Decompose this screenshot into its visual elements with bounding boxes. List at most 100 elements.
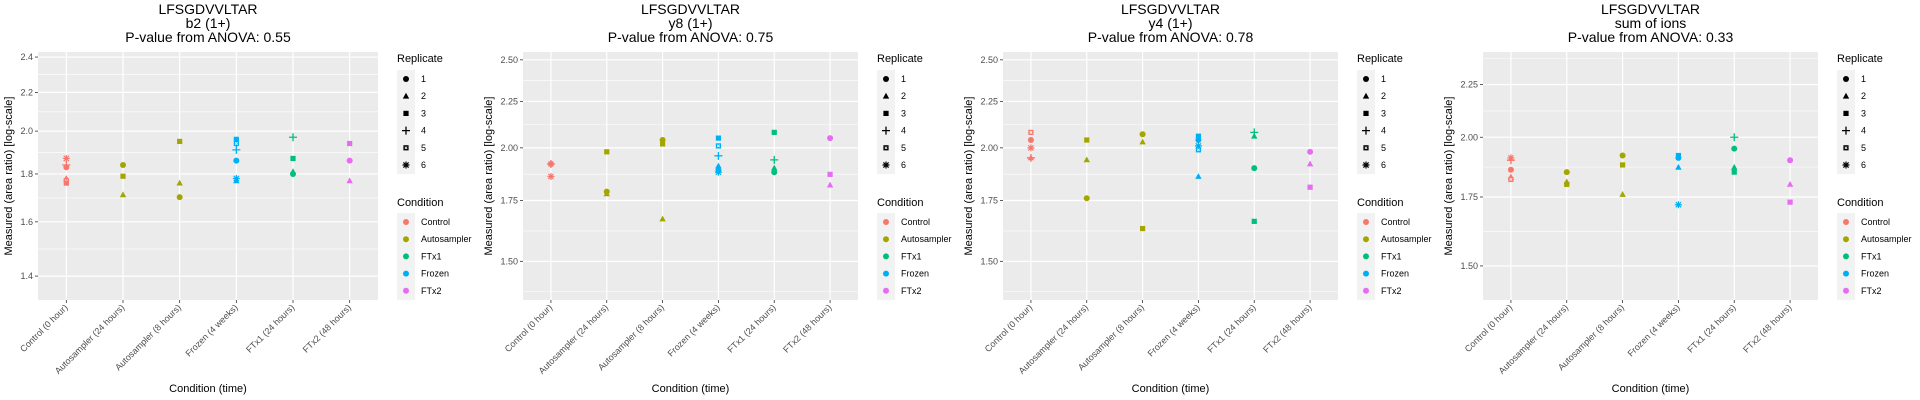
legend-condition-label: Autosampler (901, 234, 952, 244)
legend-replicate-key (402, 161, 410, 169)
legend-replicate-label: 3 (421, 108, 426, 118)
chart-title-line-1: LFSGDVVLTAR (1601, 1, 1700, 17)
data-point (1508, 176, 1514, 183)
legend-condition-label: Control (901, 217, 930, 227)
plot-background (523, 52, 858, 300)
legend-condition-key (1843, 236, 1849, 243)
legend-replicate-key (1363, 110, 1369, 116)
legend-replicate-key (403, 110, 409, 116)
data-point (1731, 169, 1737, 175)
legend-condition-key (883, 253, 889, 260)
legend-replicate-label: 5 (421, 143, 426, 153)
data-point (659, 141, 666, 147)
y-tick-label: 2.2 (20, 87, 33, 97)
x-tick-label: FTx1 (24 hours) (1685, 302, 1737, 354)
data-point (1507, 166, 1514, 173)
data-point (289, 133, 297, 142)
x-tick-label: Control (0 hour) (18, 302, 70, 354)
data-point (1563, 169, 1570, 176)
legend-replicate-label: 4 (1861, 126, 1866, 136)
y-tick-label: 2.50 (980, 55, 998, 65)
legend-replicate-label: 3 (901, 108, 906, 118)
legend-condition-key (883, 287, 889, 294)
legend-replicate-key (402, 92, 410, 99)
data-point (119, 191, 127, 198)
legend-replicate-key (1843, 76, 1849, 82)
y-tick-label: 2.25 (980, 96, 998, 106)
legend-replicate-label: 5 (1861, 143, 1866, 153)
data-point (1139, 225, 1146, 232)
legend-replicate-key (1363, 76, 1369, 82)
data-point (1026, 153, 1035, 162)
y-tick-label: 2.25 (1460, 80, 1478, 90)
x-axis-label: Condition (time) (1132, 383, 1210, 395)
data-point (659, 215, 666, 222)
legend-replicate-label: 6 (1861, 160, 1866, 170)
legend-replicate-label: 2 (1861, 91, 1866, 101)
legend-condition-key (403, 253, 409, 260)
y-tick-label: 1.75 (1460, 192, 1478, 202)
data-point (547, 172, 555, 180)
data-point (1731, 163, 1738, 170)
legend-replicate-title: Replicate (1837, 53, 1883, 65)
legend-replicate-label: 6 (421, 160, 426, 170)
x-tick-label: FTx1 (24 hours) (244, 302, 296, 354)
chart-title-line-1: LFSGDVVLTAR (158, 1, 257, 17)
legend-replicate-key (882, 92, 890, 99)
y-tick-label: 1.50 (980, 256, 998, 266)
y-tick-label: 1.6 (20, 217, 33, 227)
legend-replicate-key (1843, 145, 1849, 151)
data-point (176, 179, 183, 186)
data-point (1139, 138, 1146, 145)
y-axis-label: Measured (area ratio) [log-scale] (3, 97, 15, 256)
legend-key-background (397, 70, 415, 174)
x-tick-label: Frozen (4 weeks) (1626, 302, 1682, 358)
legend-replicate-key (1363, 145, 1369, 151)
legend-replicate-label: 2 (901, 91, 906, 101)
data-point (62, 161, 71, 170)
legend-replicate-title: Replicate (877, 53, 923, 65)
legend-condition-label: Frozen (1861, 269, 1889, 279)
legend-condition-title: Condition (877, 197, 923, 209)
legend-replicate-label: 5 (1381, 143, 1386, 153)
y-tick-label: 1.4 (20, 271, 33, 281)
legend-replicate-label: 2 (421, 91, 426, 101)
legend-condition-key (883, 219, 889, 225)
legend-condition-key (403, 236, 409, 243)
data-point (1195, 173, 1202, 179)
data-point (1674, 201, 1682, 209)
data-point (1506, 156, 1515, 165)
data-point (176, 194, 183, 201)
legend-condition-key (1363, 253, 1369, 260)
data-point (177, 138, 183, 145)
x-tick-label: Autosampler (8 hours) (113, 302, 183, 372)
data-point (232, 145, 241, 154)
x-tick-label: Frozen (4 weeks) (184, 302, 240, 358)
data-point (1564, 181, 1570, 187)
data-point (346, 157, 353, 164)
legend-replicate-label: 1 (901, 74, 906, 84)
legend-replicate-key (403, 145, 409, 151)
legend-replicate-label: 6 (1381, 160, 1386, 170)
legend-replicate-label: 4 (1381, 126, 1386, 136)
plot-background (1003, 52, 1338, 300)
legend-replicate-title: Replicate (397, 53, 443, 65)
y-axis-label: Measured (area ratio) [log-scale] (963, 97, 975, 256)
y-tick-label: 1.50 (500, 256, 518, 266)
data-point (1028, 129, 1034, 135)
y-axis-label: Measured (area ratio) [log-scale] (483, 97, 495, 256)
legend-condition-key (1363, 219, 1369, 225)
legend-condition-label: FTx2 (1861, 286, 1882, 296)
data-point (120, 173, 126, 179)
x-tick-label: Control (0 hour) (1463, 302, 1515, 354)
data-point (771, 164, 778, 171)
y-axis-label: Measured (area ratio) [log-scale] (1443, 97, 1455, 256)
data-point (1787, 157, 1794, 164)
y-tick-label: 2.00 (1460, 132, 1478, 142)
legend-condition-title: Condition (397, 197, 443, 209)
legend-condition-key (1363, 236, 1369, 243)
legend-condition-label: FTx1 (901, 251, 922, 261)
legend-replicate-label: 1 (1381, 74, 1386, 84)
data-point (1083, 195, 1090, 202)
